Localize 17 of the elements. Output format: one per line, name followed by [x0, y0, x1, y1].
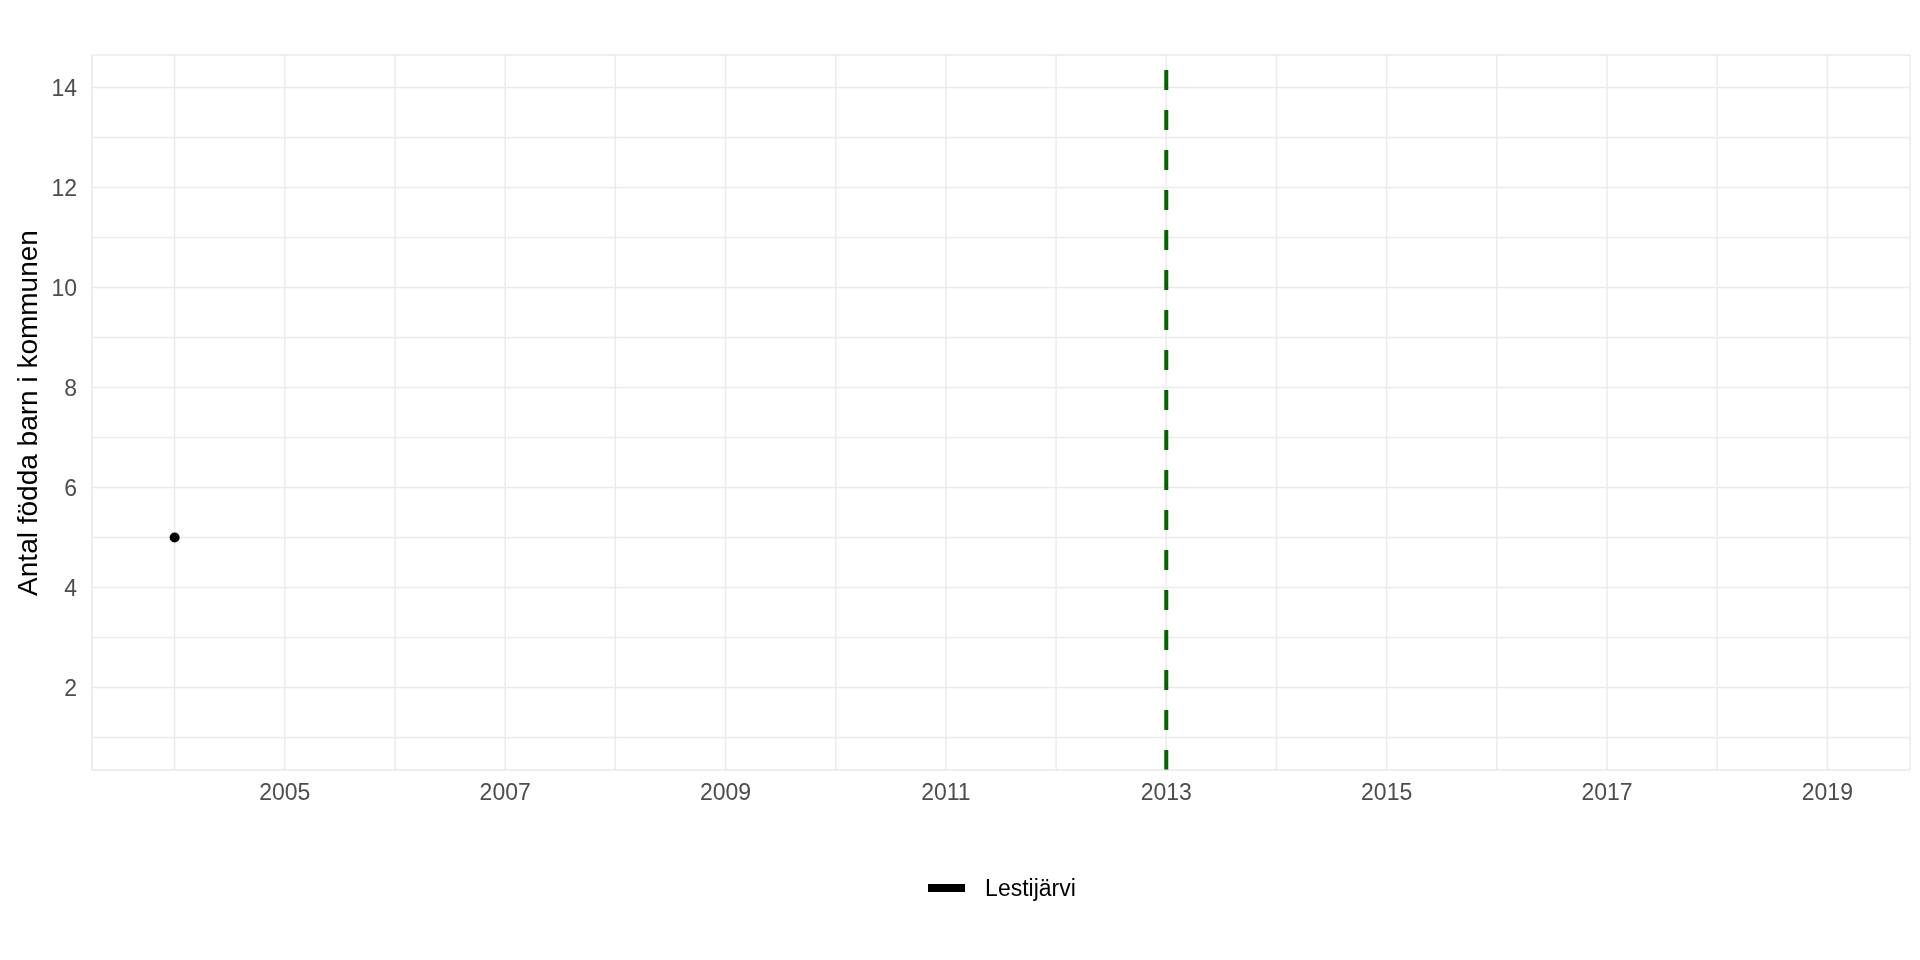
x-tick-label: 2005	[259, 779, 311, 806]
y-tick-label: 12	[51, 174, 77, 201]
y-tick-label: 14	[51, 74, 78, 101]
x-tick-label: 2013	[1140, 779, 1192, 806]
legend-label: Lestijärvi	[985, 874, 1076, 901]
y-axis-title: Antal födda barn i kommunen	[12, 229, 43, 596]
x-tick-label: 2019	[1801, 779, 1853, 806]
y-tick-label: 8	[64, 374, 77, 401]
x-tick-label: 2009	[699, 779, 752, 806]
x-tick-label: 2011	[921, 779, 971, 806]
x-tick-label: 2007	[479, 779, 531, 806]
x-tick-label: 2015	[1361, 779, 1413, 806]
y-tick-label: 6	[64, 474, 77, 501]
x-tick-label: 2017	[1581, 779, 1633, 806]
y-tick-label: 10	[51, 274, 77, 301]
y-tick-label: 4	[64, 574, 78, 601]
y-tick-label: 2	[64, 674, 77, 701]
